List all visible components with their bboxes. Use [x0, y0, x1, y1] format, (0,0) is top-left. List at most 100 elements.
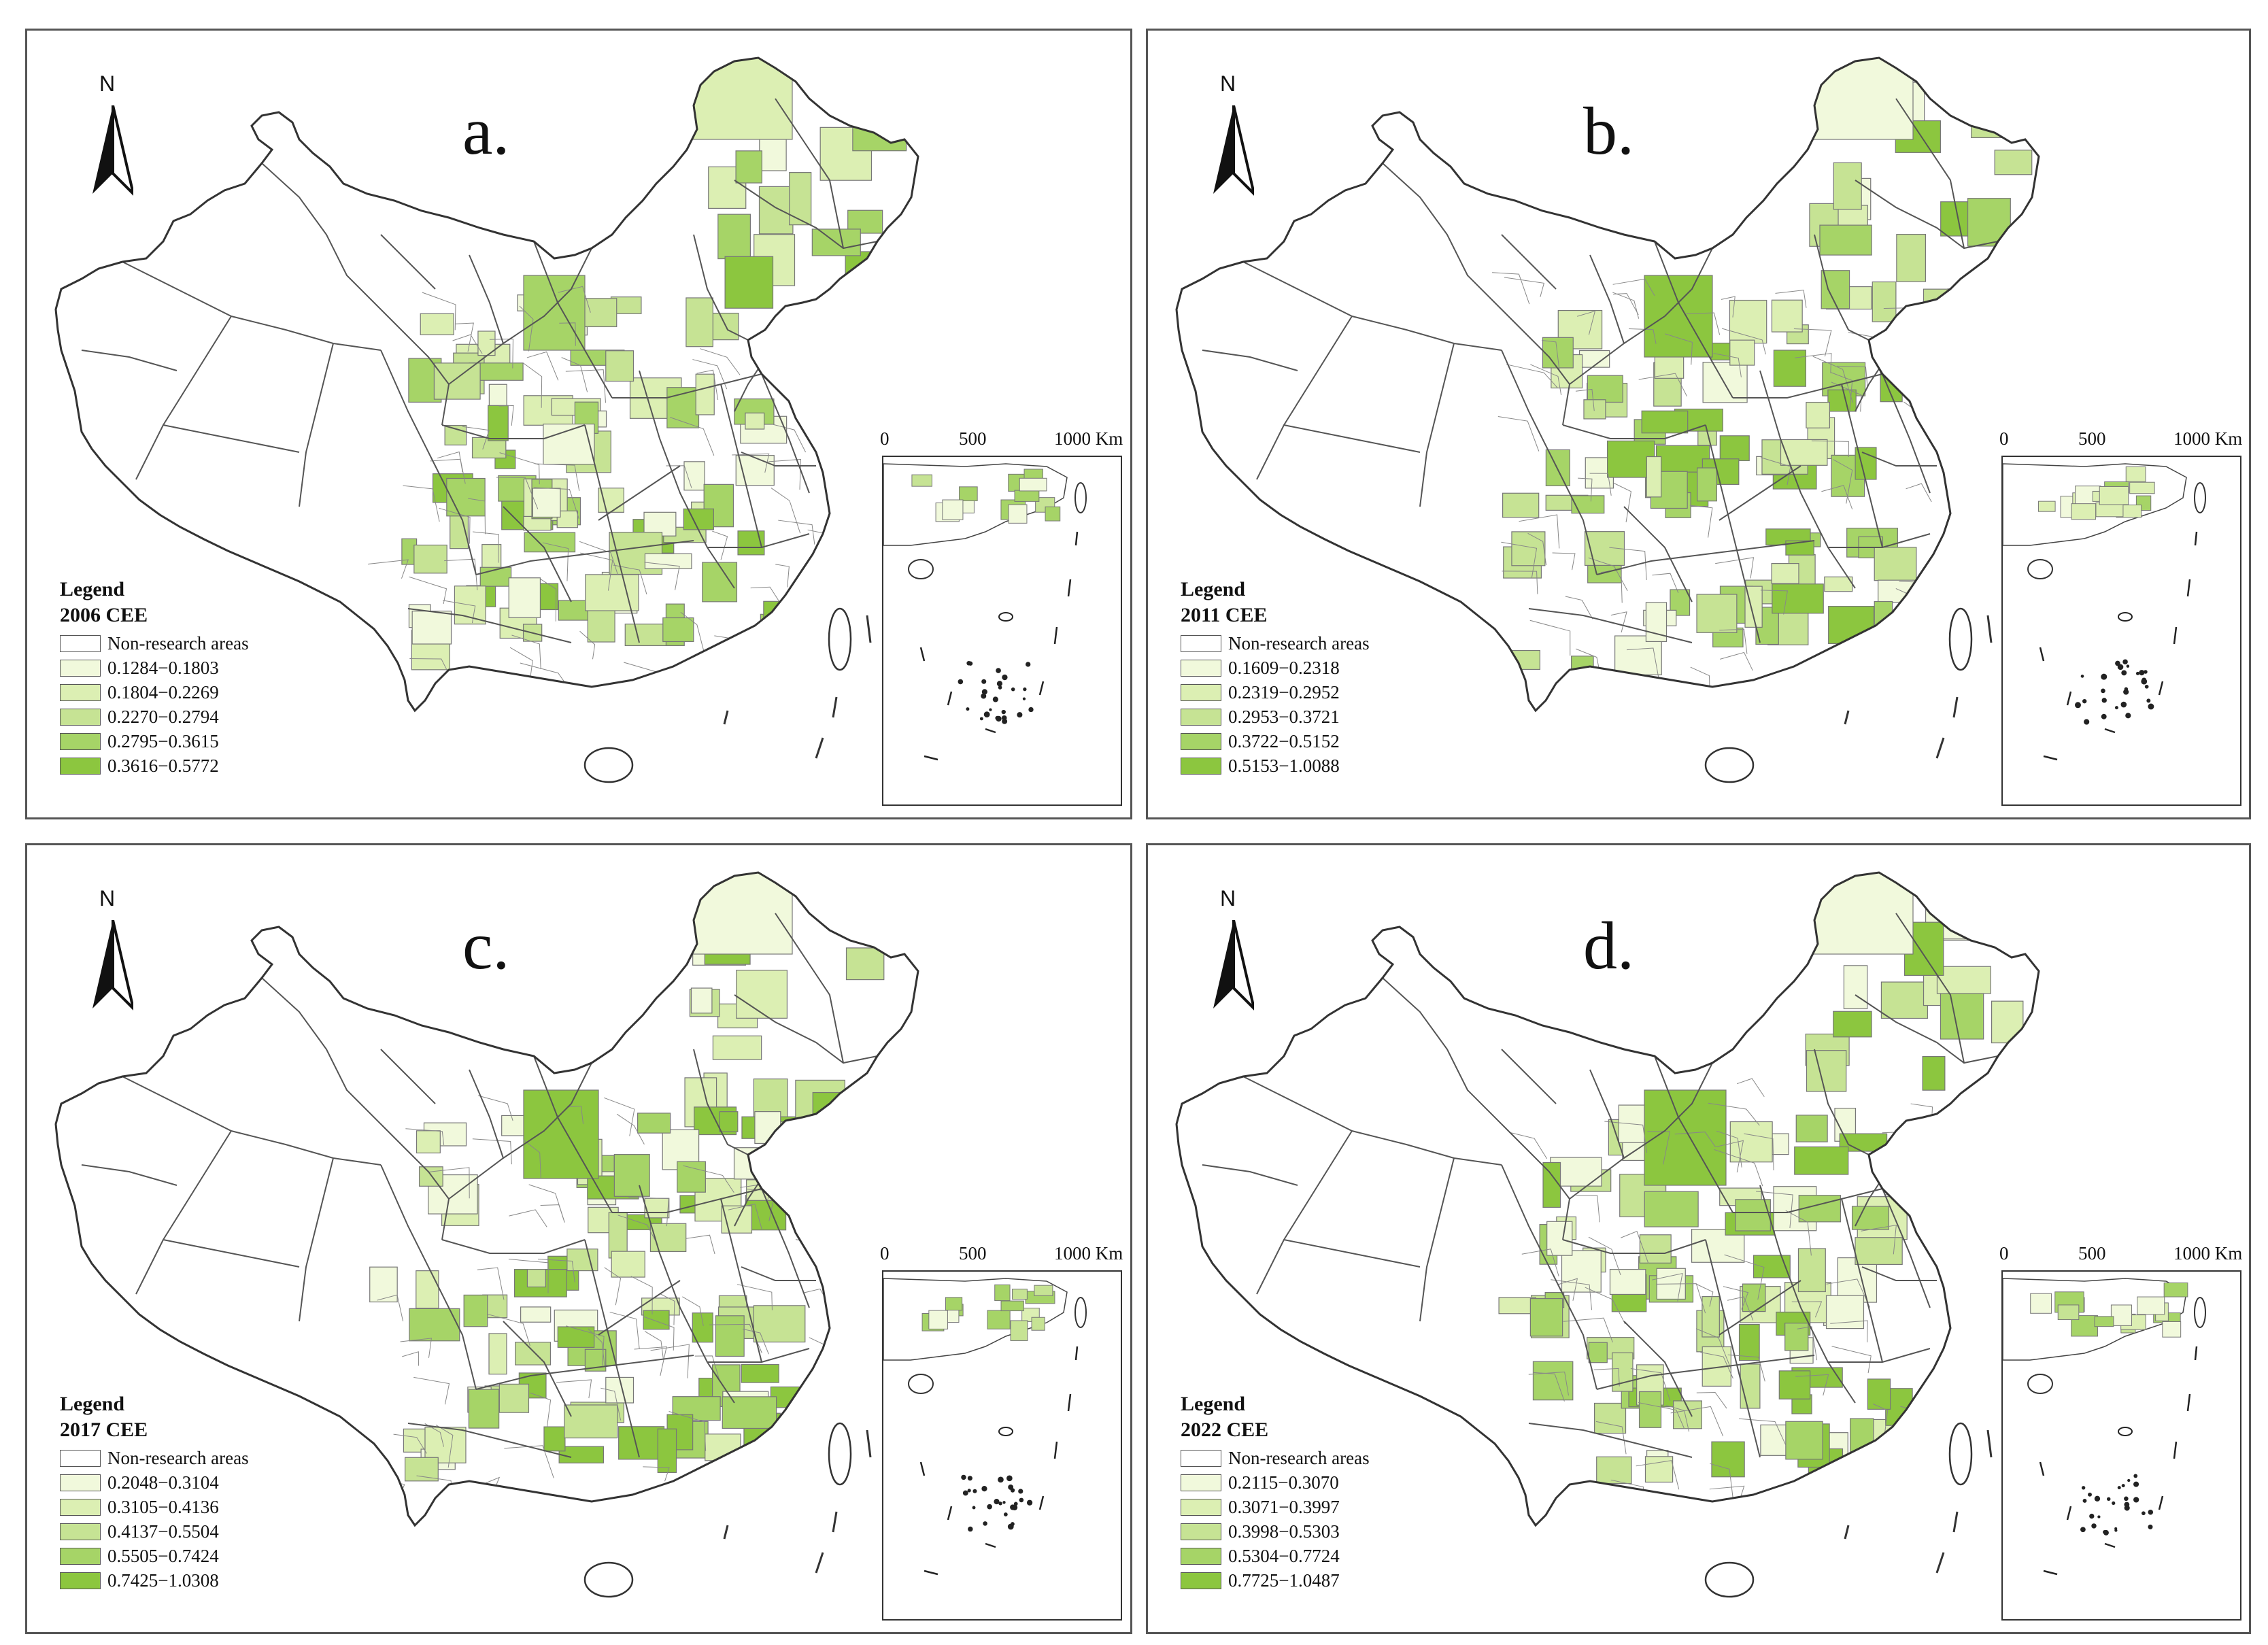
prefecture-border [1872, 1404, 1889, 1441]
inset-region [994, 1284, 1011, 1302]
province-border [1242, 1076, 1502, 1166]
inset-region [1019, 477, 1047, 492]
province-border [380, 234, 436, 290]
prefecture-border [1552, 552, 1576, 571]
prefecture-region [479, 566, 512, 587]
inset-boundary-dash [2158, 1495, 2164, 1510]
prefecture-region [777, 1121, 812, 1151]
prefecture-border [1629, 328, 1657, 344]
province-border [1596, 540, 1815, 575]
south-china-sea-inset [2001, 456, 2241, 806]
province-border [1283, 424, 1421, 453]
country-fill [56, 58, 918, 711]
prefecture-region [557, 1326, 595, 1348]
prefecture-border [1710, 1463, 1733, 1499]
inset-reef [998, 1427, 1013, 1436]
inset-island-dot [2124, 687, 2129, 691]
prefecture-border [1529, 620, 1571, 656]
province-border [1861, 452, 1937, 467]
prefecture-border [579, 541, 619, 576]
taiwan-island [828, 607, 852, 671]
prefecture-border [1504, 277, 1545, 297]
prefecture-region [424, 1427, 467, 1463]
legend-title: Legend [60, 578, 125, 600]
legend-item-class-5: 0.3616−0.5772 [60, 753, 249, 778]
prefecture-region [753, 1305, 806, 1343]
legend-item-class-5: 0.7725−1.0487 [1181, 1568, 1370, 1593]
sea-boundary-dash [815, 1552, 824, 1574]
prefecture-region [677, 1161, 706, 1193]
province-border [598, 465, 681, 521]
prefecture-border [1760, 590, 1789, 615]
legend-item-class-5: 0.5153−1.0088 [1181, 753, 1370, 778]
province-border [122, 261, 382, 351]
prefecture-region [715, 1315, 745, 1357]
province-border [1623, 1321, 1693, 1417]
prefecture-region [1773, 350, 1806, 387]
prefecture-border [1689, 505, 1713, 538]
prefecture-region [813, 1121, 843, 1162]
province-border [1861, 1266, 1937, 1281]
inset-taiwan [1074, 1297, 1087, 1328]
prefecture-region [558, 1446, 605, 1463]
province-border [1419, 343, 1455, 507]
province-border [1501, 1123, 1571, 1240]
sea-boundary-dash [1952, 696, 1959, 718]
hainan-island [583, 1561, 634, 1598]
prefecture-border [778, 520, 815, 545]
province-border [1814, 234, 1869, 341]
prefecture-border [1509, 1132, 1548, 1159]
inset-island-dot [958, 679, 964, 685]
prefecture-border [402, 1351, 419, 1366]
inset-island-dot [1006, 1475, 1013, 1482]
inset-island-dot [2133, 1474, 2138, 1478]
inset-boundary-dash [1067, 1393, 1072, 1412]
legend: Legend 2006 CEE Non-research areas 0.128… [60, 578, 249, 778]
inset-island-dot [972, 1489, 977, 1493]
province-border [503, 1321, 572, 1417]
province-border [1895, 913, 1965, 1064]
prefecture-border [660, 1293, 675, 1325]
prefecture-region [754, 1111, 781, 1144]
province-border [1569, 248, 1713, 385]
province-border [407, 608, 572, 643]
inset-island-dot [2121, 1484, 2125, 1488]
inset-island-dot [981, 679, 987, 684]
prefecture-border [1785, 1210, 1812, 1256]
prefecture-region [1546, 1221, 1573, 1256]
prefecture-region [1806, 1050, 1847, 1092]
prefecture-border [1830, 1320, 1868, 1342]
prefecture-border [1715, 557, 1755, 579]
prefecture-border [1846, 653, 1886, 684]
legend-title: Legend [1181, 578, 1246, 600]
prefecture-border [556, 1379, 592, 1399]
prefecture-border [477, 1267, 505, 1300]
inset-boundary-dash [985, 1542, 996, 1548]
prefecture-border [442, 600, 476, 624]
prefecture-border [692, 359, 728, 390]
inset-island-dot [1026, 662, 1031, 667]
inset-island-dot [2135, 671, 2139, 675]
taiwan-island [1948, 1422, 1973, 1486]
prefecture-border [1831, 372, 1853, 413]
taiwan-island [1948, 607, 1973, 671]
prefecture-border [1719, 628, 1748, 654]
inset-island-dot [966, 660, 971, 666]
inset-island-dot [2080, 1527, 2086, 1533]
prefecture-region [1583, 399, 1606, 420]
province-border [135, 1130, 232, 1295]
inset-boundary-dash [947, 691, 953, 706]
prefecture-border [1502, 571, 1538, 594]
prefecture-region [644, 553, 692, 569]
inset-reef [2118, 612, 2133, 622]
prefecture-region [409, 1308, 460, 1342]
prefecture-border [1595, 1421, 1627, 1455]
prefecture-border [604, 1267, 622, 1306]
prefecture-region [1833, 1011, 1872, 1038]
prefecture-border [542, 542, 569, 581]
inset-region [958, 486, 978, 501]
inset-region [2162, 1321, 2182, 1338]
inset-island-dot [2144, 670, 2148, 674]
inset-boundary-dash [1038, 1495, 1045, 1510]
legend: Legend 2022 CEE Non-research areas 0.211… [1181, 1393, 1370, 1593]
